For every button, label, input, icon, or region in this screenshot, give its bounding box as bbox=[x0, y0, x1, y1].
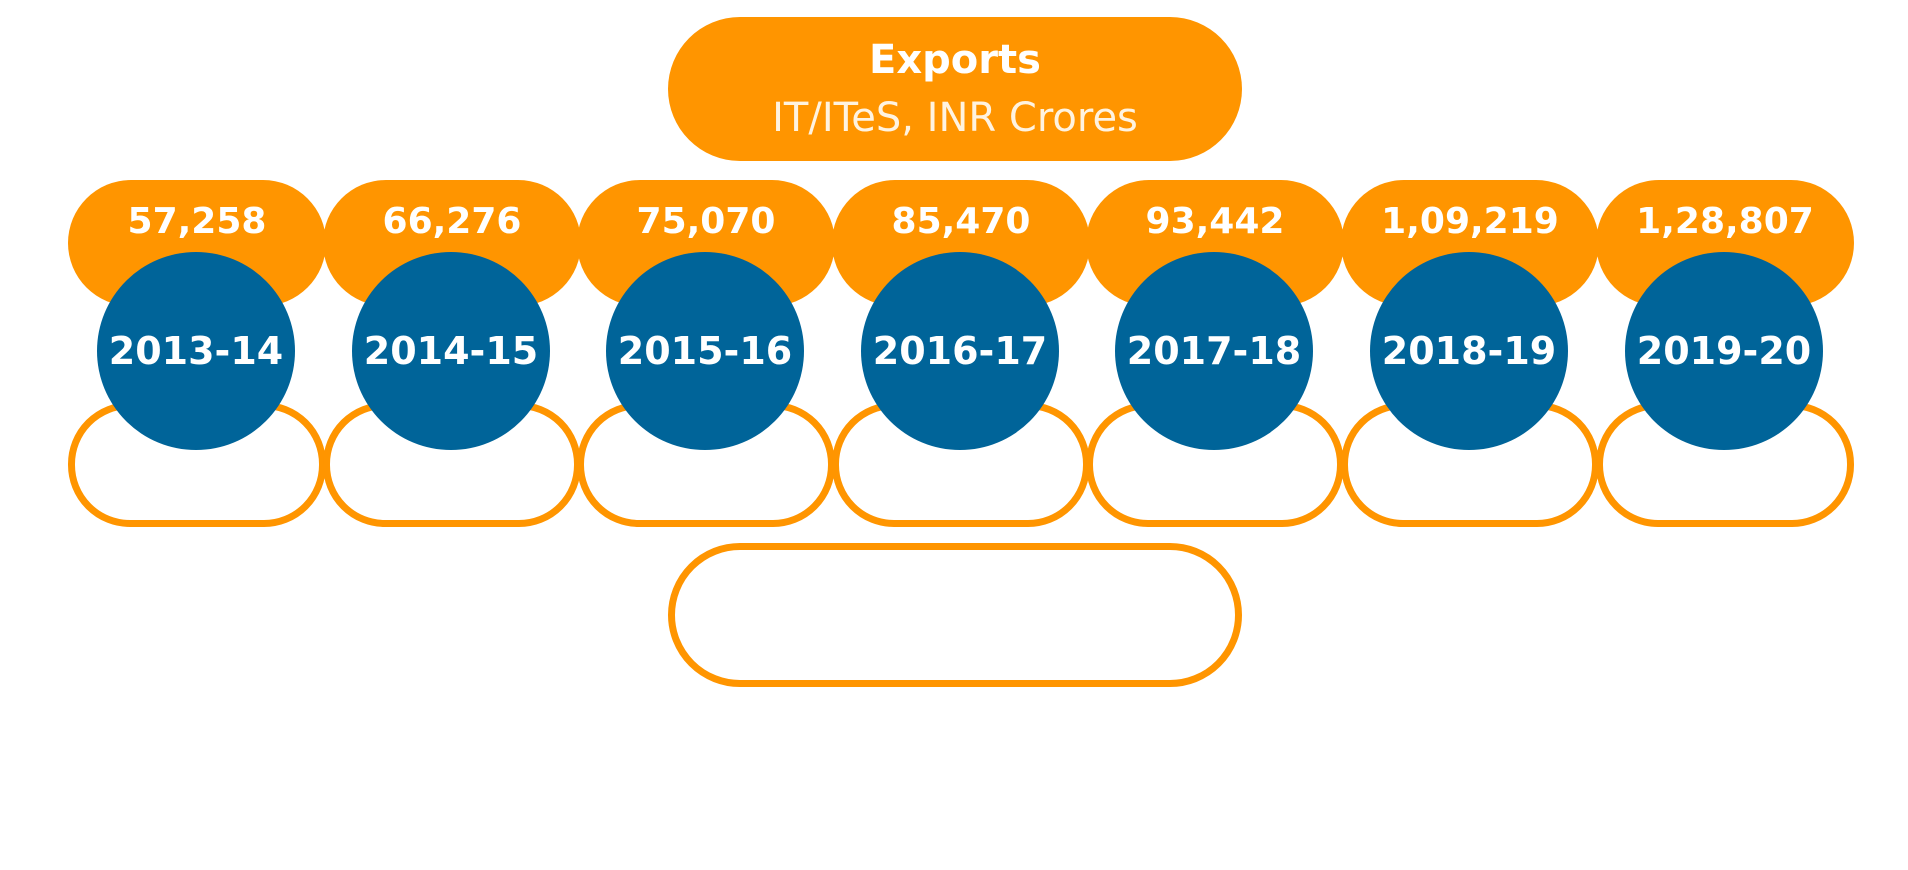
year-circle: 2017-18 bbox=[1115, 252, 1313, 450]
year-column: 1,28,807 2019-20 bbox=[1596, 180, 1854, 530]
bottom-empty-pill bbox=[668, 543, 1242, 687]
year-column: 66,276 2014-15 bbox=[323, 180, 581, 530]
year-column: 93,442 2017-18 bbox=[1086, 180, 1344, 530]
year-circle: 2016-17 bbox=[861, 252, 1059, 450]
header-title: Exports bbox=[869, 37, 1041, 83]
value-label: 1,28,807 bbox=[1636, 201, 1814, 242]
year-column: 75,070 2015-16 bbox=[577, 180, 835, 530]
year-column: 1,09,219 2018-19 bbox=[1341, 180, 1599, 530]
header-subtitle: IT/ITeS, INR Crores bbox=[772, 95, 1138, 141]
year-circle: 2019-20 bbox=[1625, 252, 1823, 450]
year-column: 85,470 2016-17 bbox=[832, 180, 1090, 530]
value-pill: 75,070 bbox=[577, 180, 835, 306]
year-circle: 2015-16 bbox=[606, 252, 804, 450]
empty-pill bbox=[577, 402, 835, 527]
value-label: 57,258 bbox=[127, 201, 267, 242]
header-pill: Exports IT/ITeS, INR Crores bbox=[668, 17, 1242, 161]
year-circle: 2014-15 bbox=[352, 252, 550, 450]
value-label: 75,070 bbox=[636, 201, 776, 242]
value-label: 66,276 bbox=[382, 201, 522, 242]
year-column: 57,258 2013-14 bbox=[68, 180, 326, 530]
value-label: 1,09,219 bbox=[1381, 201, 1559, 242]
year-circle: 2018-19 bbox=[1370, 252, 1568, 450]
value-label: 93,442 bbox=[1145, 201, 1285, 242]
value-label: 85,470 bbox=[891, 201, 1031, 242]
year-circle: 2013-14 bbox=[97, 252, 295, 450]
